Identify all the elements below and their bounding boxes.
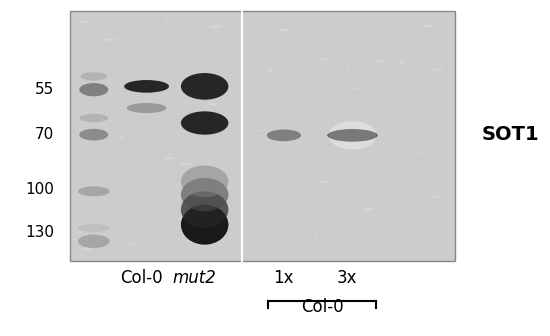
Ellipse shape bbox=[215, 191, 227, 193]
Text: Col-0: Col-0 bbox=[120, 269, 163, 287]
Ellipse shape bbox=[200, 80, 212, 83]
Ellipse shape bbox=[318, 58, 327, 60]
Ellipse shape bbox=[104, 38, 116, 41]
Ellipse shape bbox=[267, 129, 301, 141]
Ellipse shape bbox=[191, 131, 201, 133]
Ellipse shape bbox=[419, 236, 423, 237]
Text: 130: 130 bbox=[25, 225, 54, 241]
Text: 3x: 3x bbox=[337, 269, 358, 287]
Ellipse shape bbox=[211, 25, 221, 28]
Ellipse shape bbox=[328, 121, 377, 150]
Ellipse shape bbox=[422, 25, 434, 27]
Ellipse shape bbox=[345, 188, 348, 191]
Ellipse shape bbox=[128, 243, 140, 245]
Ellipse shape bbox=[163, 157, 174, 159]
Ellipse shape bbox=[364, 208, 366, 211]
Ellipse shape bbox=[417, 152, 430, 156]
Ellipse shape bbox=[78, 235, 109, 248]
Ellipse shape bbox=[159, 177, 169, 180]
Ellipse shape bbox=[268, 69, 273, 72]
Ellipse shape bbox=[181, 178, 228, 211]
Ellipse shape bbox=[78, 224, 109, 232]
Text: 55: 55 bbox=[35, 82, 54, 97]
Text: mut2: mut2 bbox=[172, 269, 216, 287]
Ellipse shape bbox=[119, 136, 123, 139]
Ellipse shape bbox=[414, 199, 418, 201]
Ellipse shape bbox=[258, 62, 268, 65]
Ellipse shape bbox=[279, 29, 289, 32]
Ellipse shape bbox=[181, 111, 228, 135]
Ellipse shape bbox=[181, 166, 228, 197]
Ellipse shape bbox=[257, 130, 264, 131]
Ellipse shape bbox=[314, 236, 318, 239]
Ellipse shape bbox=[320, 119, 323, 121]
Ellipse shape bbox=[325, 253, 333, 255]
Ellipse shape bbox=[181, 191, 228, 228]
Ellipse shape bbox=[84, 102, 90, 104]
Ellipse shape bbox=[373, 59, 384, 63]
FancyBboxPatch shape bbox=[70, 11, 455, 261]
Text: 70: 70 bbox=[35, 127, 54, 142]
Ellipse shape bbox=[348, 87, 358, 89]
Text: 100: 100 bbox=[25, 182, 54, 197]
Ellipse shape bbox=[79, 114, 108, 122]
Ellipse shape bbox=[386, 179, 390, 180]
Ellipse shape bbox=[124, 80, 169, 93]
Text: Col-0: Col-0 bbox=[301, 298, 343, 316]
Ellipse shape bbox=[178, 217, 190, 220]
Ellipse shape bbox=[85, 109, 93, 110]
Ellipse shape bbox=[140, 183, 148, 185]
Ellipse shape bbox=[81, 72, 107, 81]
Ellipse shape bbox=[181, 205, 228, 245]
Ellipse shape bbox=[304, 16, 308, 18]
Ellipse shape bbox=[347, 69, 350, 71]
Text: 1x: 1x bbox=[273, 269, 294, 287]
Ellipse shape bbox=[405, 175, 412, 176]
Ellipse shape bbox=[74, 233, 84, 234]
Ellipse shape bbox=[79, 129, 108, 140]
Ellipse shape bbox=[302, 223, 307, 225]
Ellipse shape bbox=[161, 94, 172, 95]
Ellipse shape bbox=[369, 134, 378, 137]
Ellipse shape bbox=[377, 182, 380, 185]
Ellipse shape bbox=[276, 89, 286, 90]
Ellipse shape bbox=[192, 79, 202, 82]
Ellipse shape bbox=[127, 103, 167, 113]
Ellipse shape bbox=[79, 83, 108, 96]
Ellipse shape bbox=[78, 21, 89, 23]
Ellipse shape bbox=[432, 68, 445, 71]
Ellipse shape bbox=[432, 196, 440, 198]
Ellipse shape bbox=[163, 19, 170, 23]
Ellipse shape bbox=[208, 103, 218, 106]
Ellipse shape bbox=[81, 248, 92, 250]
Ellipse shape bbox=[320, 181, 328, 183]
Ellipse shape bbox=[273, 223, 284, 224]
Text: SOT1: SOT1 bbox=[482, 125, 540, 144]
Ellipse shape bbox=[375, 39, 381, 41]
Ellipse shape bbox=[115, 83, 125, 86]
Ellipse shape bbox=[230, 203, 234, 205]
Ellipse shape bbox=[181, 73, 228, 100]
Ellipse shape bbox=[180, 163, 191, 165]
Ellipse shape bbox=[400, 60, 404, 64]
Ellipse shape bbox=[229, 58, 241, 59]
Ellipse shape bbox=[396, 106, 402, 107]
Ellipse shape bbox=[78, 186, 109, 196]
Ellipse shape bbox=[85, 144, 93, 145]
Ellipse shape bbox=[327, 129, 377, 142]
Ellipse shape bbox=[301, 215, 305, 218]
Ellipse shape bbox=[197, 228, 210, 232]
Ellipse shape bbox=[138, 88, 144, 92]
Ellipse shape bbox=[366, 208, 373, 211]
